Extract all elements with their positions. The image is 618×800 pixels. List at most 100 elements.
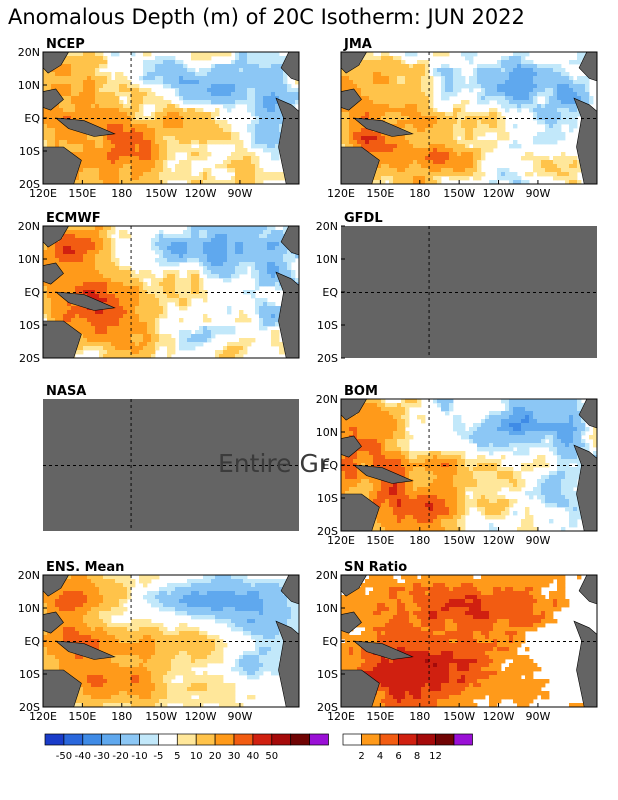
heatmap-cell [95,282,100,287]
heatmap-cell [549,164,554,169]
heatmap-cell [405,168,410,173]
heatmap-cell [541,84,546,89]
heatmap-cell [99,76,104,81]
heatmap-cell [263,56,268,61]
heatmap-cell [191,226,196,231]
heatmap-cell [43,136,48,141]
heatmap-cell [59,262,64,267]
heatmap-cell [103,230,108,235]
heatmap-cell [63,124,68,129]
heatmap-cell [409,76,414,81]
heatmap-cell [123,148,128,153]
heatmap-cell [345,140,350,145]
heatmap-cell [573,120,578,125]
heatmap-cell [275,342,280,347]
heatmap-cell [63,80,68,85]
heatmap-cell [231,262,236,267]
heatmap-cell [235,148,240,153]
heatmap-cell [377,88,382,93]
heatmap-cell [489,148,494,153]
heatmap-cell [167,156,172,161]
heatmap-cell [457,112,462,117]
heatmap-cell [369,52,374,57]
heatmap-cell [377,68,382,73]
heatmap-cell [263,72,268,77]
heatmap-cell [163,68,168,73]
heatmap-cell [111,338,116,343]
heatmap-cell [433,148,438,153]
heatmap-cell [389,96,394,101]
heatmap-cell [215,80,220,85]
heatmap-cell [63,310,68,315]
heatmap-cell [361,128,366,133]
heatmap-cell [183,176,188,181]
heatmap-cell [231,250,236,255]
heatmap-cell [55,258,60,263]
heatmap-cell [51,286,56,291]
heatmap-cell [71,234,76,239]
heatmap-cell [187,136,192,141]
heatmap-cell [545,124,550,129]
heatmap-cell [533,164,538,169]
heatmap-cell [199,226,204,231]
heatmap-cell [357,132,362,137]
no-data-field [43,399,299,531]
heatmap-cell [525,60,530,65]
heatmap-cell [187,250,192,255]
heatmap-cell [191,238,196,243]
heatmap-cell [393,68,398,73]
heatmap-cell [155,342,160,347]
heatmap-cell [449,140,454,145]
heatmap-cell [275,128,280,133]
heatmap-cell [163,338,168,343]
heatmap-cell [517,84,522,89]
heatmap-cell [429,132,434,137]
heatmap-cell [151,354,156,358]
heatmap-cell [67,262,72,267]
heatmap-cell [111,246,116,251]
heatmap-cell [47,72,52,77]
heatmap-cell [143,164,148,169]
heatmap-cell [171,136,176,141]
heatmap-cell [159,164,164,169]
heatmap-cell [111,310,116,315]
heatmap-cell [505,80,510,85]
heatmap-cell [385,108,390,113]
heatmap-cell [235,72,240,77]
heatmap-cell [51,258,56,263]
heatmap-cell [497,64,502,69]
heatmap-cell [175,120,180,125]
heatmap-cell [517,88,522,93]
heatmap-cell [353,140,358,145]
heatmap-cell [195,254,200,259]
y-tick-label: EQ [24,286,40,299]
heatmap-cell [255,68,260,73]
heatmap-cell [349,84,354,89]
heatmap-cell [401,72,406,77]
heatmap-cell [179,172,184,177]
heatmap-cell [493,96,498,101]
heatmap-cell [83,262,88,267]
heatmap-cell [461,140,466,145]
heatmap-cell [219,88,224,93]
heatmap-cell [171,132,176,137]
heatmap-cell [203,226,208,231]
heatmap-cell [107,140,112,145]
heatmap-cell [123,128,128,133]
heatmap-cell [219,128,224,133]
heatmap-cell [227,342,232,347]
heatmap-cell [103,238,108,243]
heatmap-cell [377,160,382,165]
heatmap-cell [87,136,92,141]
heatmap-cell [441,152,446,157]
heatmap-cell [71,262,76,267]
heatmap-cell [195,250,200,255]
heatmap-cell [155,322,160,327]
heatmap-cell [43,282,48,287]
heatmap-cell [211,68,216,73]
heatmap-cell [409,72,414,77]
heatmap-cell [255,88,260,93]
heatmap-cell [147,314,152,319]
heatmap-cell [43,298,48,303]
heatmap-cell [259,60,264,65]
